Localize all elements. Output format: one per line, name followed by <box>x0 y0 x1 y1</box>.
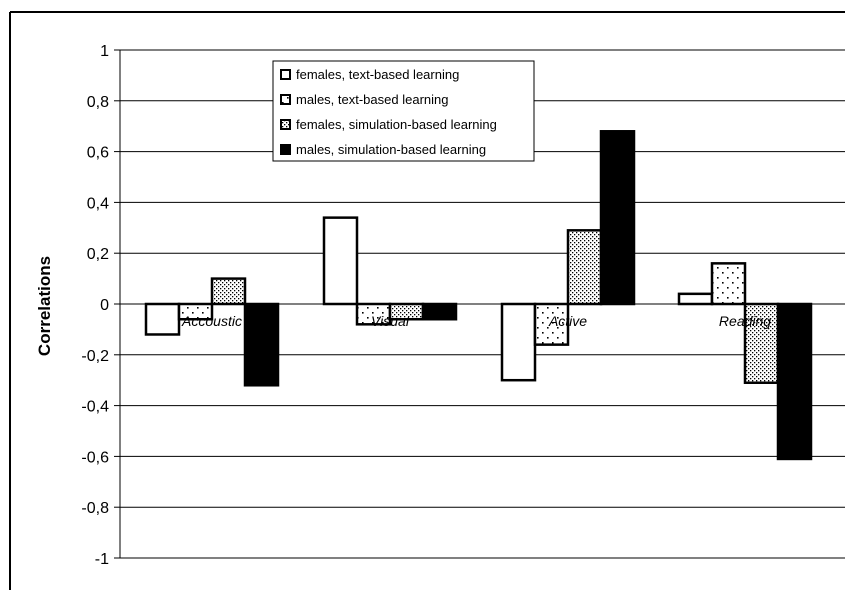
y-tick-label: 0,2 <box>87 246 109 263</box>
legend-label: males, text-based learning <box>296 92 448 107</box>
labels: Accoustic Visual Active Reading <box>181 313 771 329</box>
bar-dense-dots <box>210 277 247 306</box>
bar-black <box>421 302 458 321</box>
x-category-label: Reading <box>719 313 771 329</box>
bar-black <box>243 302 280 387</box>
bar-black <box>776 302 813 461</box>
y-tick-label: -1 <box>95 551 109 568</box>
bar-sparse-dots <box>710 262 747 306</box>
legend-swatch <box>280 94 291 105</box>
legend-label: males, simulation-based learning <box>296 142 486 157</box>
legend-label: females, simulation-based learning <box>296 117 497 132</box>
bar-white <box>144 302 181 336</box>
legend-box <box>272 60 535 162</box>
y-tick-label: -0,6 <box>81 449 109 466</box>
y-tick-label: 0,4 <box>87 195 109 212</box>
bar-white <box>500 302 537 382</box>
bar-black <box>599 130 636 306</box>
y-tick-label: -0,8 <box>81 500 109 517</box>
y-tick-label: 0,6 <box>87 145 109 162</box>
x-category-label: Active <box>548 313 587 329</box>
legend-swatch <box>280 69 291 80</box>
x-category-label: Accoustic <box>181 313 242 329</box>
y-tick-label: 0,8 <box>87 94 109 111</box>
y-axis-title: Correlations <box>35 256 54 356</box>
x-category-label: Visual <box>371 313 410 329</box>
y-tick-label: -0,2 <box>81 348 109 365</box>
y-tick-label: 1 <box>100 43 109 60</box>
axes: 1 0,8 0,6 0,4 0,2 0 -0,2 -0,4 -0,6 -0,8 -1 <box>81 43 845 568</box>
y-tick-label: -0,4 <box>81 399 109 416</box>
bar-white <box>322 216 359 306</box>
bar-white <box>677 292 714 306</box>
legend-swatch <box>280 144 291 155</box>
legend-swatch <box>280 119 291 130</box>
legend: females, text-based learning males, text-… <box>272 60 535 162</box>
legend-label: females, text-based learning <box>296 67 459 82</box>
y-tick-label: 0 <box>100 297 109 314</box>
bar-dense-dots <box>566 229 603 306</box>
bars <box>144 130 813 461</box>
